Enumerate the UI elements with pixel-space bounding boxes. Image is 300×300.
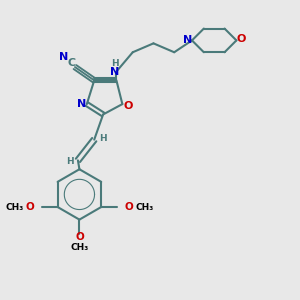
Text: N: N (77, 99, 86, 109)
Text: H: H (99, 134, 106, 143)
Text: N: N (59, 52, 68, 62)
Text: C: C (68, 58, 76, 68)
Text: N: N (183, 35, 192, 45)
Text: H: H (111, 59, 119, 68)
Text: O: O (124, 202, 133, 212)
Text: O: O (75, 232, 84, 242)
Text: CH₃: CH₃ (70, 243, 88, 252)
Text: O: O (26, 202, 34, 212)
Text: O: O (123, 100, 132, 111)
Text: CH₃: CH₃ (5, 202, 23, 211)
Text: H: H (66, 157, 74, 166)
Text: N: N (110, 67, 120, 76)
Text: O: O (236, 34, 245, 44)
Text: CH₃: CH₃ (135, 202, 154, 211)
